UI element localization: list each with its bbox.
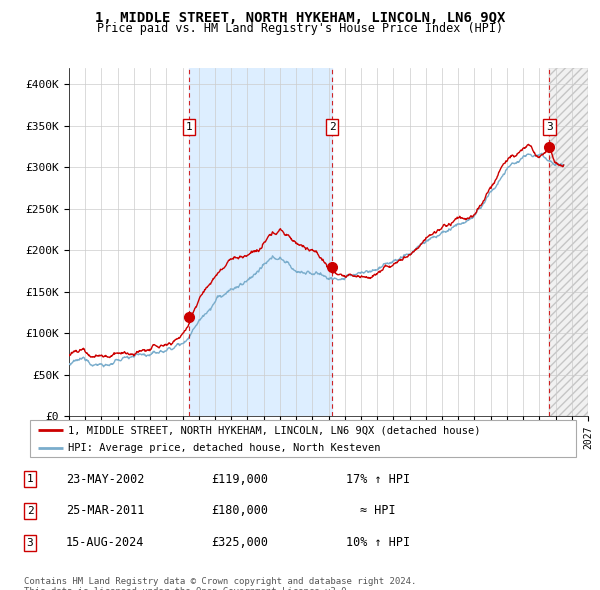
Text: £119,000: £119,000 — [212, 473, 269, 486]
Text: £325,000: £325,000 — [212, 536, 269, 549]
Text: 1: 1 — [185, 122, 192, 132]
Text: 10% ↑ HPI: 10% ↑ HPI — [346, 536, 410, 549]
Bar — [550, 68, 588, 416]
Text: £180,000: £180,000 — [212, 504, 269, 517]
Text: 2: 2 — [329, 122, 335, 132]
Text: 1, MIDDLE STREET, NORTH HYKEHAM, LINCOLN, LN6 9QX: 1, MIDDLE STREET, NORTH HYKEHAM, LINCOLN… — [95, 11, 505, 25]
Text: 3: 3 — [26, 538, 34, 548]
Text: Price paid vs. HM Land Registry's House Price Index (HPI): Price paid vs. HM Land Registry's House … — [97, 22, 503, 35]
Text: ≈ HPI: ≈ HPI — [360, 504, 396, 517]
Text: 25-MAR-2011: 25-MAR-2011 — [66, 504, 144, 517]
Text: 1, MIDDLE STREET, NORTH HYKEHAM, LINCOLN, LN6 9QX (detached house): 1, MIDDLE STREET, NORTH HYKEHAM, LINCOLN… — [68, 425, 481, 435]
Text: 15-AUG-2024: 15-AUG-2024 — [66, 536, 144, 549]
Text: 2: 2 — [26, 506, 34, 516]
FancyBboxPatch shape — [30, 420, 576, 457]
Text: Contains HM Land Registry data © Crown copyright and database right 2024.
This d: Contains HM Land Registry data © Crown c… — [24, 577, 416, 590]
Text: 3: 3 — [546, 122, 553, 132]
Text: 1: 1 — [26, 474, 34, 484]
Text: 17% ↑ HPI: 17% ↑ HPI — [346, 473, 410, 486]
Text: 23-MAY-2002: 23-MAY-2002 — [66, 473, 144, 486]
Text: HPI: Average price, detached house, North Kesteven: HPI: Average price, detached house, Nort… — [68, 443, 381, 453]
Bar — [189, 68, 332, 416]
